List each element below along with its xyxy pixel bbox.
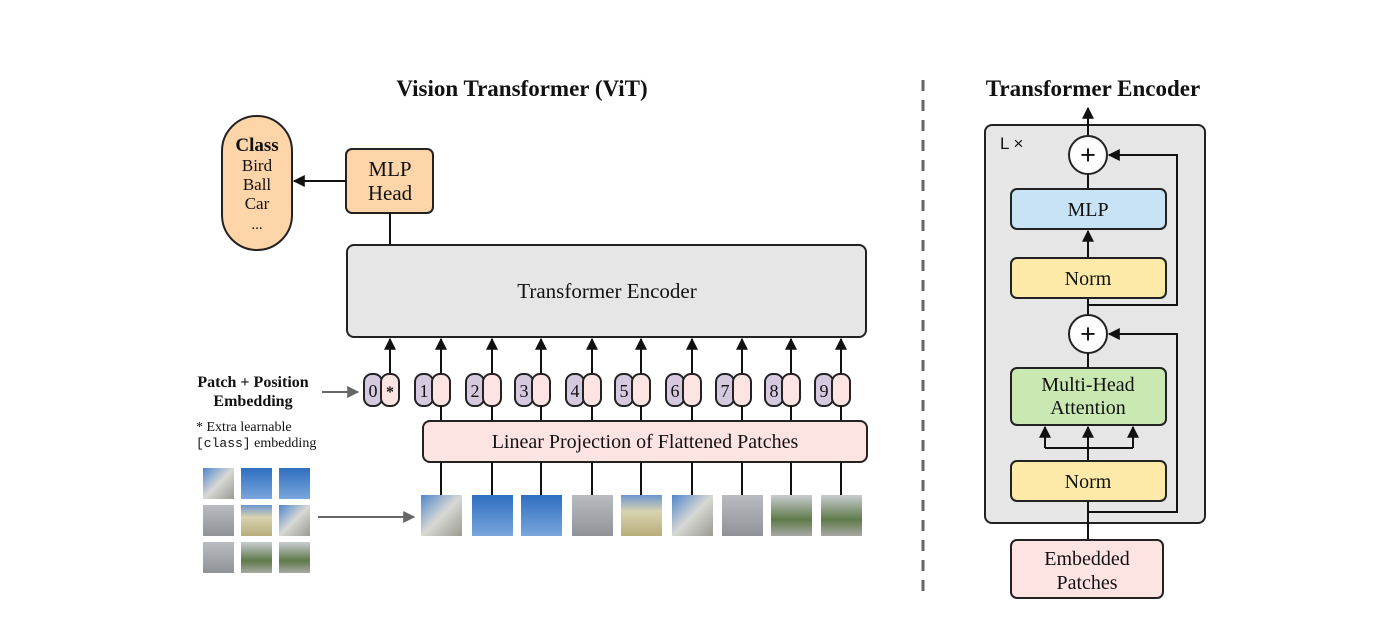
patch-embedding xyxy=(831,373,851,407)
position-index: 7 xyxy=(721,381,730,401)
flattened-patches xyxy=(421,462,862,536)
class-item: ... xyxy=(251,217,262,233)
mlp-head-label: Head xyxy=(368,181,413,205)
patch-embedding xyxy=(732,373,752,407)
patch-embedding xyxy=(531,373,551,407)
class-item: Bird xyxy=(242,156,273,175)
embedded-patches-label: Embedded xyxy=(1044,548,1130,570)
patch-embedding xyxy=(781,373,801,407)
position-index: 5 xyxy=(620,381,629,401)
image-patch xyxy=(279,505,310,536)
note-line: * Extra learnable xyxy=(196,420,292,435)
linear-projection-box: Linear Projection of Flattened Patches xyxy=(422,420,868,463)
image-patch xyxy=(241,542,272,573)
norm-box: Norm xyxy=(1010,460,1167,502)
norm-box: Norm xyxy=(1010,257,1167,299)
class-heading: Class xyxy=(235,135,278,156)
image-patch-grid xyxy=(203,468,310,573)
embedding-label: Embedding xyxy=(213,393,292,410)
image-patch xyxy=(821,495,862,536)
add-node: + xyxy=(1068,314,1108,354)
image-patch xyxy=(521,495,562,536)
embedded-patches-box: Embedded Patches xyxy=(1010,539,1164,599)
mlp-head-label: MLP xyxy=(368,157,411,181)
position-index: 2 xyxy=(471,381,480,401)
norm-label: Norm xyxy=(1065,268,1112,290)
image-patch xyxy=(279,468,310,499)
residual-connection xyxy=(1088,328,1178,513)
attention-box: Multi-Head Attention xyxy=(1010,367,1167,426)
patch-embedding xyxy=(482,373,502,407)
image-patch xyxy=(672,495,713,536)
mlp-label: MLP xyxy=(1067,199,1108,221)
image-patch xyxy=(241,468,272,499)
attention-label: Attention xyxy=(1050,397,1126,419)
patch-embedding xyxy=(631,373,651,407)
repeat-label: L × xyxy=(1000,134,1023,153)
position-index: 0 xyxy=(369,381,378,401)
token-sequence: 0 * 1 2 3 4 5 6 7 8 9 xyxy=(363,337,851,421)
image-patch xyxy=(203,468,234,499)
mlp-box: MLP xyxy=(1010,188,1167,230)
class-output-box: Class Bird Ball Car ... xyxy=(221,115,293,251)
norm-label: Norm xyxy=(1065,471,1112,493)
image-patch xyxy=(241,505,272,536)
encoder-title: Transformer Encoder xyxy=(986,76,1200,101)
position-index: 6 xyxy=(671,381,680,401)
position-index: 3 xyxy=(520,381,529,401)
image-patch xyxy=(771,495,812,536)
plus-icon: + xyxy=(1080,140,1096,170)
patch-embedding xyxy=(380,373,400,407)
position-index: 9 xyxy=(820,381,829,401)
vit-title: Vision Transformer (ViT) xyxy=(396,76,647,101)
class-item: Car xyxy=(245,194,270,213)
patch-embedding xyxy=(682,373,702,407)
image-patch xyxy=(722,495,763,536)
image-patch xyxy=(203,505,234,536)
class-token-marker: * xyxy=(386,384,394,401)
plus-icon: + xyxy=(1080,319,1096,349)
image-patch xyxy=(203,542,234,573)
mlp-head-box: MLP Head xyxy=(345,148,434,214)
note-code: [class] xyxy=(196,436,251,451)
class-embedding-note: * Extra learnable xyxy=(196,420,292,435)
image-patch xyxy=(472,495,513,536)
note-line: embedding xyxy=(251,436,317,451)
class-embedding-note: [class] embedding xyxy=(196,436,316,451)
patch-embedding xyxy=(431,373,451,407)
image-patch xyxy=(572,495,613,536)
position-index: 4 xyxy=(571,381,580,401)
image-patch xyxy=(421,495,462,536)
position-index: 8 xyxy=(770,381,779,401)
patch-embedding xyxy=(582,373,602,407)
embedding-label: Patch + Position xyxy=(197,374,308,391)
image-patch xyxy=(621,495,662,536)
attention-label: Multi-Head xyxy=(1041,374,1134,396)
linear-projection-label: Linear Projection of Flattened Patches xyxy=(492,431,799,453)
add-node: + xyxy=(1068,135,1108,175)
residual-connection xyxy=(1088,149,1178,306)
image-patch xyxy=(279,542,310,573)
class-item: Ball xyxy=(243,175,272,194)
transformer-encoder-label: Transformer Encoder xyxy=(517,279,696,303)
transformer-encoder-box: Transformer Encoder xyxy=(346,244,867,338)
embedded-patches-label: Patches xyxy=(1056,572,1117,594)
position-index: 1 xyxy=(420,381,429,401)
